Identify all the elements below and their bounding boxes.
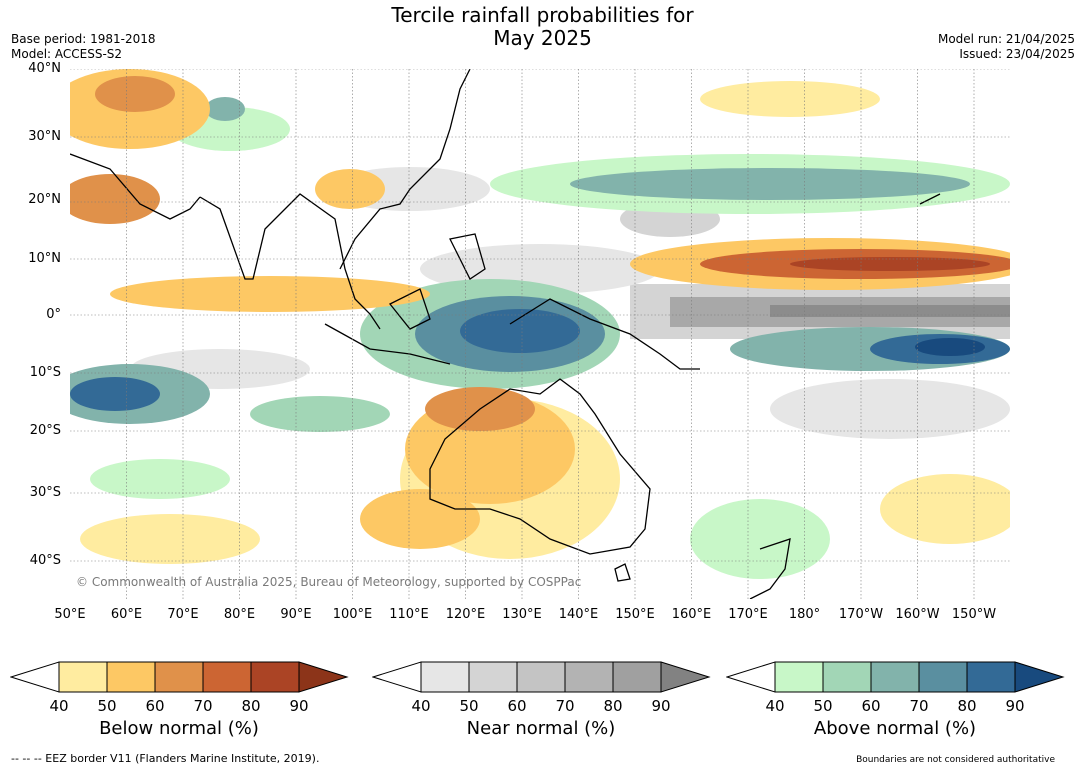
colorbar-tick: 80 [241, 697, 261, 715]
coastlines [70, 69, 941, 599]
lon-label: 80°E [223, 607, 256, 622]
colorbar-below-cell [58, 661, 108, 693]
colorbar-above-cell [870, 661, 920, 693]
colorbar-tick: 50 [459, 697, 479, 715]
colorbar-tick: 40 [411, 697, 431, 715]
colorbar-below-cell [154, 661, 204, 693]
lon-label: 170°W [838, 607, 884, 622]
colorbar-tick: 60 [145, 697, 165, 715]
colorbar-above-cell [918, 661, 968, 693]
lon-label: 150°W [951, 607, 997, 622]
colorbar-below-swatches [10, 661, 349, 693]
colorbar-near-extension [660, 661, 711, 693]
colorbar-near-cell [468, 661, 518, 693]
lat-label: 0° [46, 307, 61, 322]
lon-label: 160°W [895, 607, 940, 622]
colorbar-below-cell [202, 661, 252, 693]
lat-label: 40°N [28, 61, 61, 76]
colorbar-tick: 90 [651, 697, 671, 715]
map-canvas [70, 69, 1010, 599]
lat-label: 40°S [29, 553, 61, 568]
colorbar-tick: 40 [765, 697, 785, 715]
lat-label: 30°S [29, 485, 61, 500]
near-normal-areas [130, 167, 1010, 439]
colorbar-tick: 50 [813, 697, 833, 715]
lon-label: 160°E [671, 607, 712, 622]
lon-label: 120°E [445, 607, 486, 622]
colorbar-near-normal: 40 50 60 70 80 90 [372, 661, 712, 721]
lat-label: 30°N [28, 129, 61, 144]
lon-label: 60°E [110, 607, 143, 622]
colorbar-tick: 50 [97, 697, 117, 715]
colorbar-above-normal: 40 50 60 70 80 90 [726, 661, 1066, 721]
colorbar-label-below: Below normal (%) [99, 718, 259, 739]
colorbar-below-extension [298, 661, 349, 693]
lon-label: 50°E [54, 607, 86, 622]
colorbar-near-cell [564, 661, 614, 693]
colorbar-below-cell [106, 661, 156, 693]
colorbar-below-normal: 40 50 60 70 80 90 [10, 661, 350, 721]
title-line-2: May 2025 [493, 26, 592, 50]
lon-label: 90°E [280, 607, 312, 622]
colorbar-above-cell [966, 661, 1016, 693]
lon-label: 70°E [167, 607, 199, 622]
model-name: Model: ACCESS-S2 [11, 47, 123, 61]
lon-label: 150°E [615, 607, 655, 622]
title-line-1: Tercile rainfall probabilities for [391, 3, 694, 27]
chart-title: Tercile rainfall probabilities for May 2… [0, 4, 1085, 50]
colorbar-tick: 90 [289, 697, 309, 715]
colorbar-above-swatches [726, 661, 1065, 693]
model-run-date: Model run: 21/04/2025 [937, 32, 1075, 46]
lat-label: 20°N [28, 192, 61, 207]
eez-border-note: -- -- -- EEZ border V11 (Flanders Marine… [11, 752, 320, 765]
colorbar-near-cell [516, 661, 566, 693]
graticule [70, 69, 1010, 599]
colorbar-tick: 60 [507, 697, 527, 715]
colorbar-label-near: Near normal (%) [466, 718, 616, 739]
boundaries-disclaimer: Boundaries are not considered authoritat… [856, 755, 1055, 765]
colorbar-above-cell [822, 661, 872, 693]
lon-label: 180° [788, 607, 821, 622]
issued-date: Issued: 23/04/2025 [959, 47, 1075, 61]
lat-label: 10°S [29, 365, 61, 380]
lon-label: 130°E [502, 607, 542, 622]
colorbar-label-above: Above normal (%) [813, 718, 977, 739]
colorbar-tick: 40 [49, 697, 69, 715]
colorbar-tick: 70 [555, 697, 575, 715]
lon-label: 110°E [389, 607, 429, 622]
model-info: Base period: 1981-2018 Model: ACCESS-S2 [11, 32, 156, 62]
colorbar-tick: 60 [861, 697, 881, 715]
colorbar-above-extension [1014, 661, 1065, 693]
colorbar-above-cell [774, 661, 824, 693]
lat-label: 10°N [28, 251, 61, 266]
colorbar-near-cell [612, 661, 662, 693]
lat-label: 20°S [29, 423, 61, 438]
run-info: Model run: 21/04/2025 Issued: 23/04/2025 [938, 32, 1075, 62]
lon-label: 140°E [558, 607, 599, 622]
colorbar-near-swatches [372, 661, 711, 693]
colorbar-tick: 80 [957, 697, 977, 715]
colorbar-below-cell [250, 661, 300, 693]
lon-label: 170°E [728, 607, 768, 622]
forecast-map: © Commonwealth of Australia 2025, Bureau… [70, 69, 1010, 599]
copyright-notice: © Commonwealth of Australia 2025, Bureau… [76, 575, 582, 589]
colorbar-tick: 70 [193, 697, 213, 715]
colorbar-tick: 90 [1005, 697, 1025, 715]
lon-label: 100°E [332, 607, 373, 622]
below-normal-areas [70, 69, 1010, 564]
colorbar-near-cell [420, 661, 470, 693]
colorbar-tick: 70 [909, 697, 929, 715]
base-period: Base period: 1981-2018 [11, 32, 156, 46]
colorbar-tick: 80 [603, 697, 623, 715]
